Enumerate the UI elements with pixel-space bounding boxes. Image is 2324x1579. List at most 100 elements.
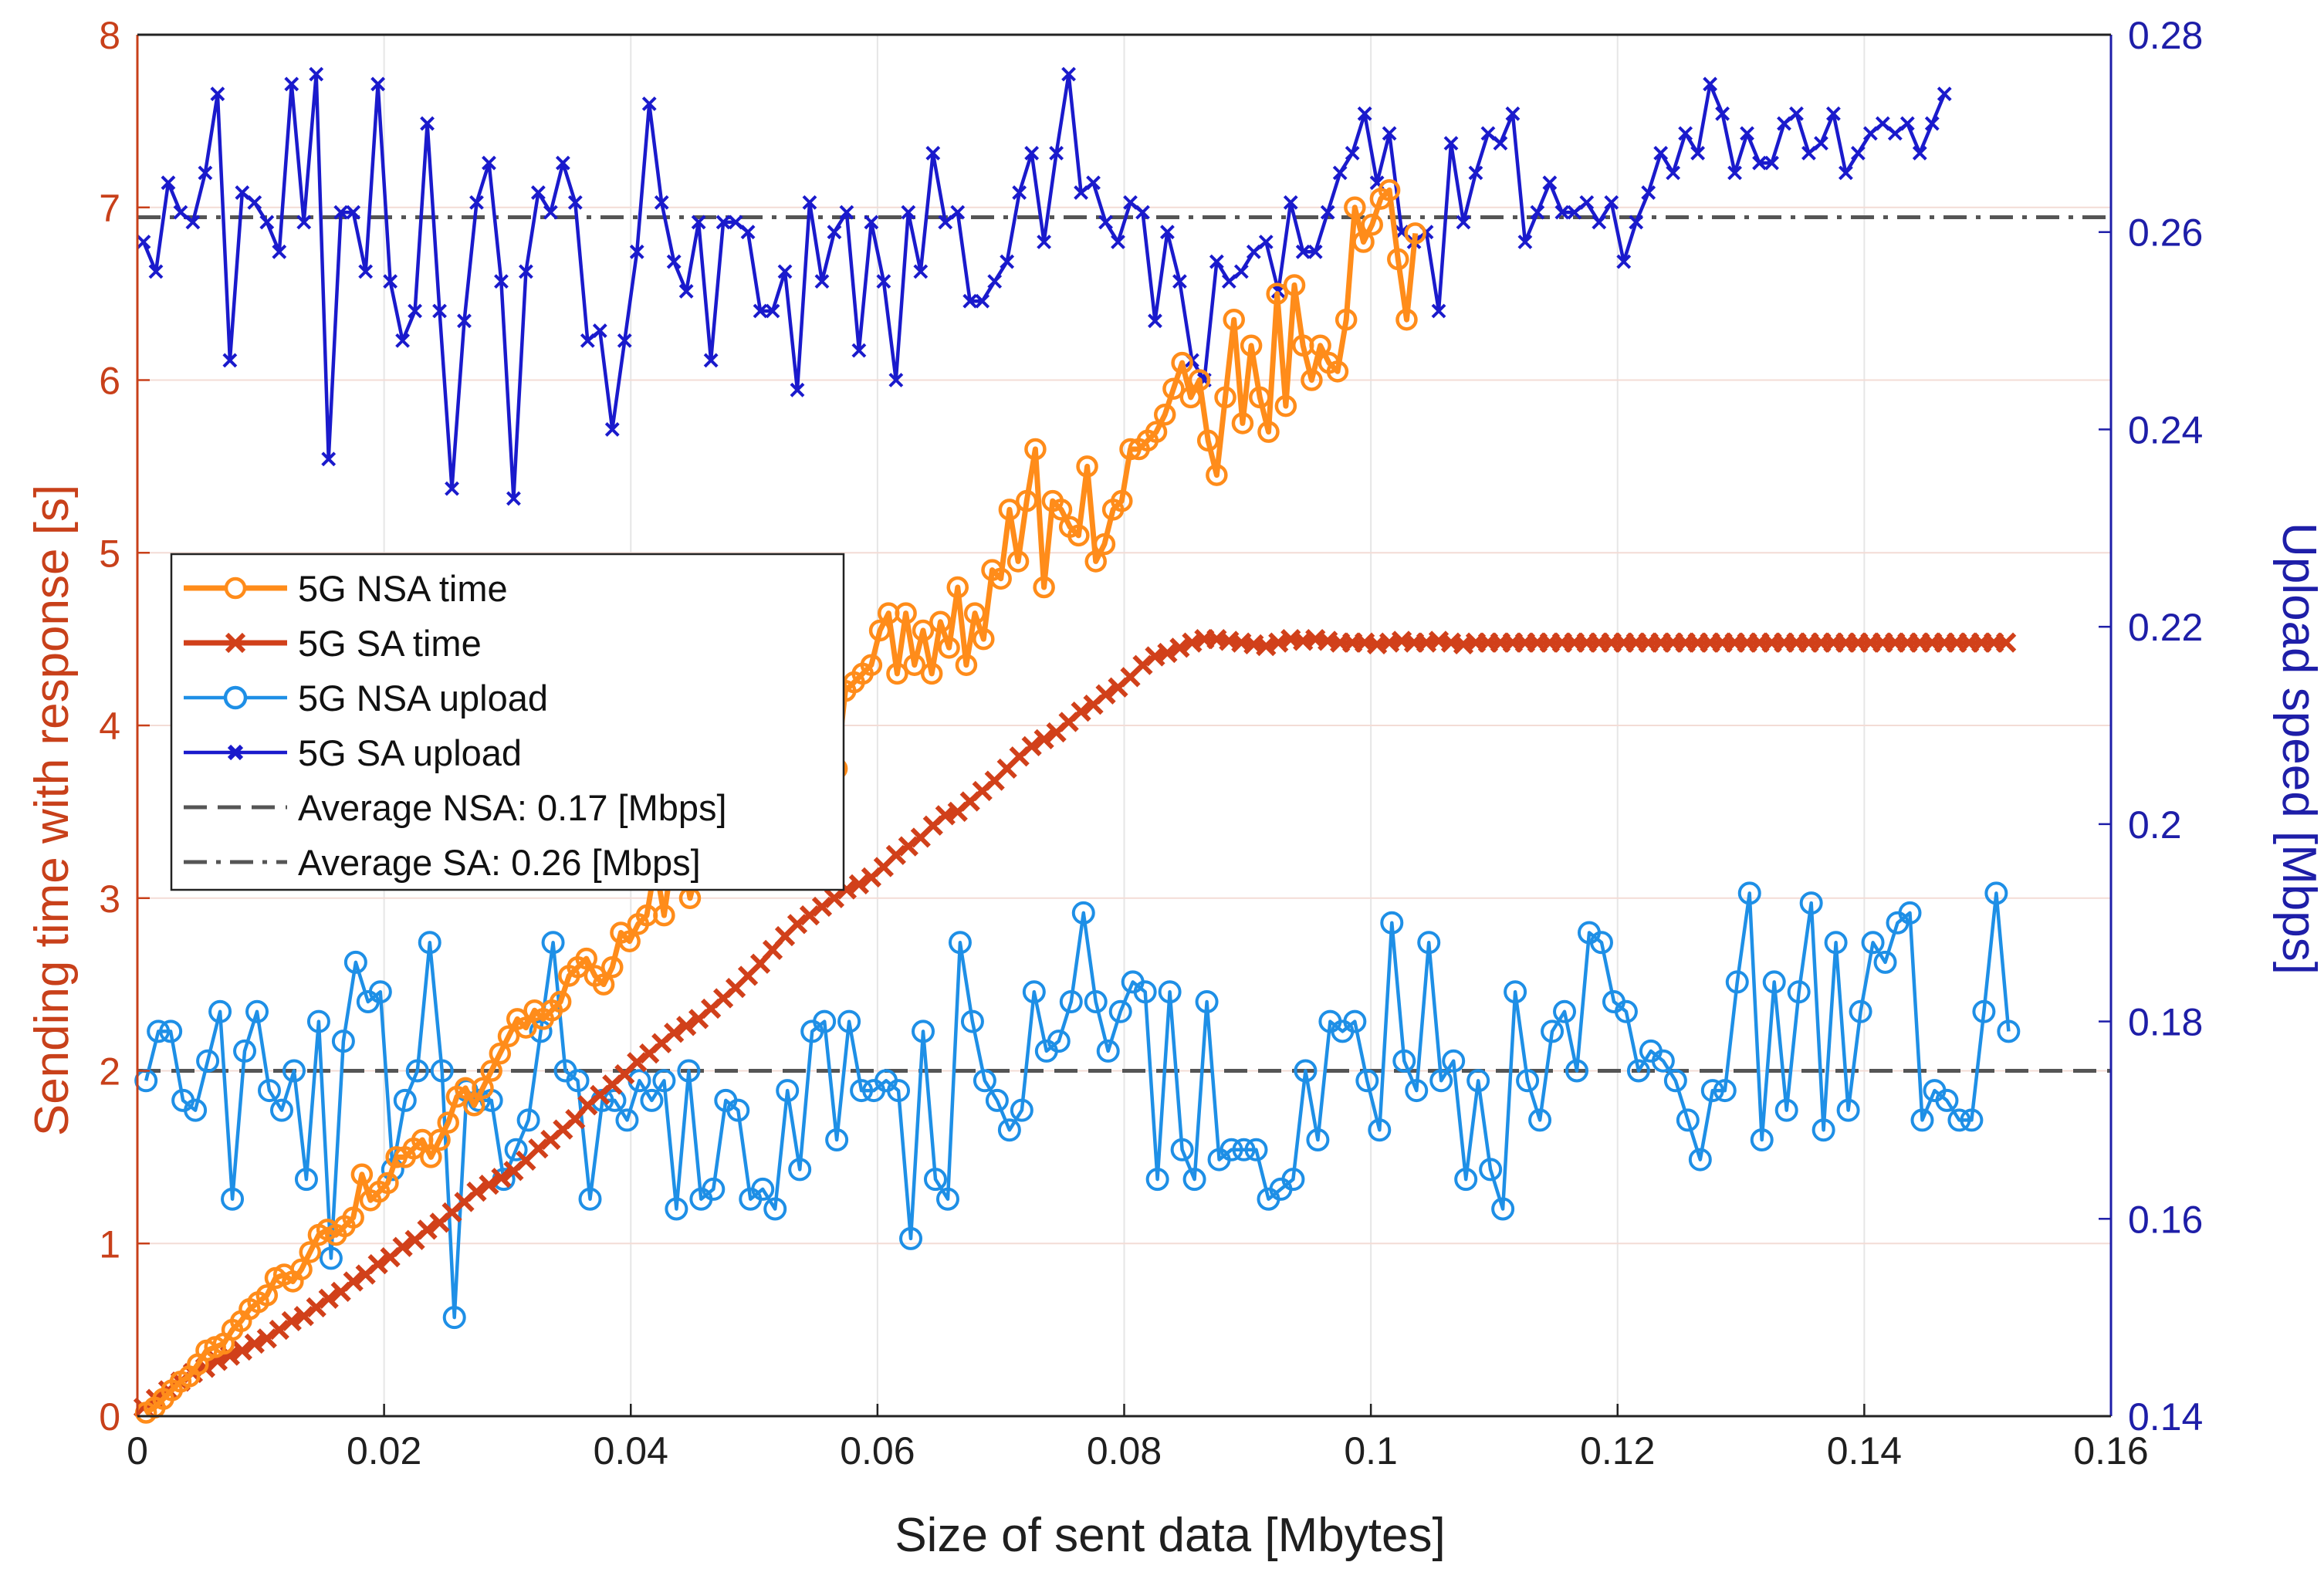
data-point-5g-nsa-time [428, 1128, 451, 1151]
legend-entry: Average SA: 0.26 [Mbps] [184, 842, 701, 883]
data-point-5g-sa-time [417, 1219, 438, 1240]
data-point-5g-sa-time [787, 914, 808, 935]
data-point-5g-sa-upload [1258, 235, 1274, 249]
data-point-5g-sa-time [676, 1016, 697, 1036]
data-point-5g-nsa-time [938, 637, 960, 659]
data-point-5g-nsa-time [342, 1206, 364, 1229]
data-point-5g-nsa-time [385, 1146, 408, 1168]
data-point-5g-sa-upload [1924, 116, 1940, 131]
data-point-5g-nsa-upload [813, 1009, 837, 1033]
data-point-5g-sa-upload [592, 323, 607, 338]
data-point-5g-sa-upload [247, 194, 262, 210]
data-point-5g-sa-time [898, 836, 918, 857]
data-point-5g-nsa-upload [702, 1177, 726, 1201]
data-point-5g-nsa-upload [1836, 1098, 1860, 1122]
data-point-5g-sa-upload [259, 215, 275, 230]
data-point-5g-nsa-time [463, 1094, 485, 1117]
data-point-5g-sa-upload [728, 215, 743, 230]
data-point-5g-sa-time [1996, 632, 2017, 653]
data-point-5g-nsa-time [497, 1025, 520, 1047]
data-point-5g-nsa-time [963, 602, 986, 624]
data-point-5g-sa-upload [666, 254, 682, 269]
data-point-5g-sa-upload [457, 313, 472, 329]
data-point-5g-nsa-upload [837, 1009, 861, 1033]
data-point-5g-nsa-time [377, 1172, 399, 1195]
data-point-5g-nsa-upload [529, 1019, 553, 1043]
data-point-5g-nsa-upload [1220, 1138, 1243, 1161]
data-point-5g-nsa-upload [257, 1079, 281, 1103]
data-point-5g-sa-upload [530, 185, 546, 200]
data-point-5g-sa-upload [272, 244, 287, 259]
data-point-5g-sa-upload [1604, 194, 1619, 210]
data-point-5g-sa-upload [1678, 126, 1693, 141]
data-point-5g-nsa-time [1395, 308, 1418, 331]
data-point-5g-sa-upload [1233, 264, 1249, 279]
data-point-5g-nsa-time [1006, 550, 1030, 573]
data-point-5g-nsa-time [1335, 308, 1358, 331]
data-point-5g-nsa-time [886, 662, 908, 685]
data-point-5g-sa-upload [1443, 136, 1459, 151]
data-point-5g-nsa-upload [677, 1059, 701, 1083]
legend-label: Average NSA: 0.17 [Mbps] [298, 787, 727, 828]
data-point-5g-sa-upload [987, 274, 1003, 289]
data-point-5g-sa-upload [1221, 274, 1236, 289]
data-point-5g-sa-upload [1382, 126, 1397, 141]
data-point-5g-sa-time [1132, 654, 1153, 675]
data-point-5g-nsa-time [472, 1077, 494, 1100]
data-point-5g-nsa-time [420, 1146, 442, 1168]
legend-label: 5G NSA time [298, 568, 508, 609]
data-point-5g-nsa-time [1352, 231, 1375, 253]
data-point-5g-sa-upload [1653, 146, 1669, 161]
data-point-5g-nsa-upload [221, 1187, 245, 1211]
data-point-5g-nsa-time [489, 1042, 512, 1065]
data-point-5g-nsa-upload [504, 1138, 528, 1161]
right-tick-label: 0.18 [2128, 1001, 2203, 1044]
data-point-5g-nsa-upload [1133, 980, 1157, 1004]
data-point-5g-nsa-time [653, 904, 675, 927]
data-point-5g-nsa-upload [1504, 980, 1527, 1004]
data-point-5g-sa-upload [1246, 244, 1261, 259]
data-point-5g-sa-upload [1690, 146, 1706, 161]
data-point-5g-nsa-time [575, 947, 597, 970]
data-point-5g-nsa-time [1162, 377, 1185, 400]
left-tick-label: 7 [99, 187, 120, 230]
data-point-5g-sa-upload [678, 284, 694, 299]
data-point-5g-nsa-time [1050, 499, 1073, 521]
data-point-5g-nsa-upload [1170, 1138, 1194, 1161]
data-point-5g-sa-upload [395, 333, 411, 348]
data-point-5g-nsa-upload [1774, 1098, 1798, 1122]
data-point-5g-sa-upload [1530, 205, 1545, 220]
left-y-axis-title: Sending time with response [s] [25, 485, 79, 1136]
left-tick-label: 6 [99, 360, 120, 403]
x-tick-label: 0.14 [1827, 1429, 1902, 1472]
data-point-5g-nsa-time [1206, 464, 1228, 486]
data-point-5g-nsa-upload [541, 931, 565, 955]
data-point-5g-nsa-upload [1713, 1079, 1737, 1103]
data-point-5g-sa-upload [1307, 244, 1323, 259]
data-point-5g-nsa-time [1179, 386, 1203, 409]
data-point-5g-nsa-upload [306, 1009, 330, 1033]
data-point-5g-nsa-upload [1910, 1108, 1934, 1132]
data-point-5g-nsa-upload [948, 931, 972, 955]
data-point-5g-sa-upload [1209, 254, 1224, 269]
right-tick-label: 0.22 [2128, 606, 2203, 649]
data-point-5g-nsa-upload [331, 1030, 355, 1053]
data-point-5g-sa-upload [210, 86, 225, 102]
legend-box [170, 553, 845, 891]
data-point-5g-sa-upload [876, 274, 891, 289]
data-point-5g-sa-upload [555, 155, 570, 171]
data-point-5g-nsa-upload [1614, 999, 1638, 1023]
data-point-5g-nsa-time [1387, 248, 1409, 271]
data-point-5g-sa-upload [1715, 106, 1730, 121]
data-point-5g-nsa-upload [269, 1098, 293, 1122]
data-point-5g-nsa-upload [1343, 1009, 1367, 1033]
data-point-5g-nsa-upload [1824, 931, 1848, 955]
data-point-5g-sa-time [885, 844, 906, 865]
legend-items: 5G NSA time 5G SA time 5G NSA upload 5G SA … [184, 568, 727, 883]
data-point-5g-sa-upload [383, 274, 398, 289]
data-point-5g-nsa-upload [1355, 1069, 1379, 1093]
data-point-5g-nsa-time [678, 887, 702, 909]
data-point-5g-sa-upload [975, 293, 990, 309]
x-tick-label: 0.12 [1580, 1429, 1655, 1472]
data-point-5g-nsa-upload [1084, 990, 1108, 1013]
